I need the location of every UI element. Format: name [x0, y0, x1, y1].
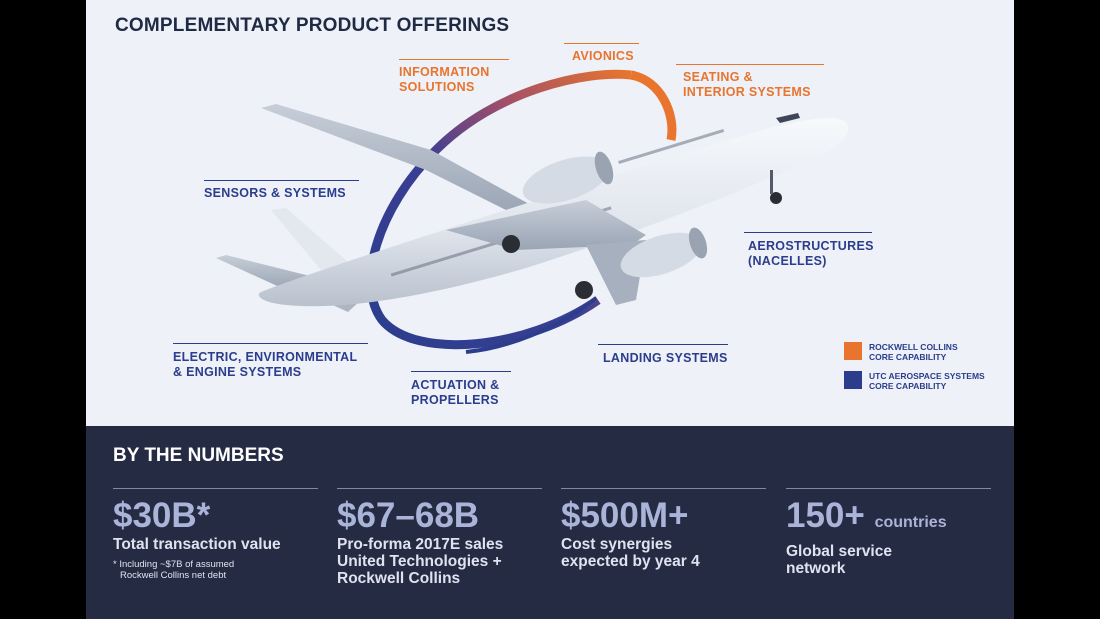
- label-electric-environmental-engine: ELECTRIC, ENVIRONMENTAL & ENGINE SYSTEMS: [173, 350, 358, 379]
- stat-value: $500M+: [561, 496, 689, 535]
- label-information-solutions: INFORMATION SOLUTIONS: [399, 65, 490, 94]
- landing-gear: [502, 170, 782, 299]
- cockpit-window: [776, 113, 800, 123]
- near-wing: [446, 200, 646, 250]
- engine-left: [522, 156, 610, 204]
- section-heading: BY THE NUMBERS: [113, 445, 284, 466]
- legend-label-rockwell: ROCKWELL COLLINS CORE CAPABILITY: [869, 342, 958, 362]
- stat-value: 150+ countries: [786, 496, 947, 535]
- label-aerostructures: AEROSTRUCTURES (NACELLES): [748, 239, 874, 268]
- legend-label-utc: UTC AEROSPACE SYSTEMS CORE CAPABILITY: [869, 371, 985, 391]
- infographic: COMPLEMENTARY PRODUCT OFFERINGS: [86, 0, 1014, 619]
- stat-transaction-value: $30B* Total transaction value * Includin…: [113, 488, 318, 581]
- stat-footnote: * Including ~$7B of assumed Rockwell Col…: [113, 559, 235, 581]
- engine-right: [620, 232, 702, 278]
- stat-description: Total transaction value: [113, 536, 281, 553]
- stat-value: $67–68B: [337, 496, 480, 535]
- far-wing: [261, 104, 531, 215]
- legend-swatch-rockwell: [844, 342, 862, 360]
- label-landing-systems: LANDING SYSTEMS: [603, 351, 728, 365]
- stat-value: $30B*: [113, 496, 211, 535]
- product-offerings-panel: COMPLEMENTARY PRODUCT OFFERINGS: [86, 0, 1014, 426]
- stat-description: Global service network: [786, 543, 892, 577]
- label-avionics: AVIONICS: [572, 49, 634, 63]
- vertical-tail: [271, 208, 348, 270]
- capability-ring-back: [366, 69, 632, 350]
- stat-cost-synergies: $500M+ Cost synergies expected by year 4: [561, 488, 766, 570]
- stat-proforma-sales: $67–68B Pro-forma 2017E sales United Tec…: [337, 488, 542, 587]
- by-the-numbers-panel: BY THE NUMBERS $30B* Total transaction v…: [86, 426, 1014, 619]
- stat-description: Cost synergies expected by year 4: [561, 536, 700, 570]
- stat-global-service: 150+ countries Global service network: [786, 488, 991, 577]
- airplane-illustration: [216, 69, 849, 354]
- stat-description: Pro-forma 2017E sales United Technologie…: [337, 536, 504, 587]
- capability-ring-front-lower: [465, 296, 598, 354]
- legend-swatch-utc: [844, 371, 862, 389]
- label-sensors-systems: SENSORS & SYSTEMS: [204, 186, 346, 200]
- page-title: COMPLEMENTARY PRODUCT OFFERINGS: [115, 15, 510, 36]
- label-actuation-propellers: ACTUATION & PROPELLERS: [411, 378, 500, 407]
- label-seating-interior: SEATING & INTERIOR SYSTEMS: [683, 70, 811, 99]
- capability-ring-front: [629, 70, 677, 141]
